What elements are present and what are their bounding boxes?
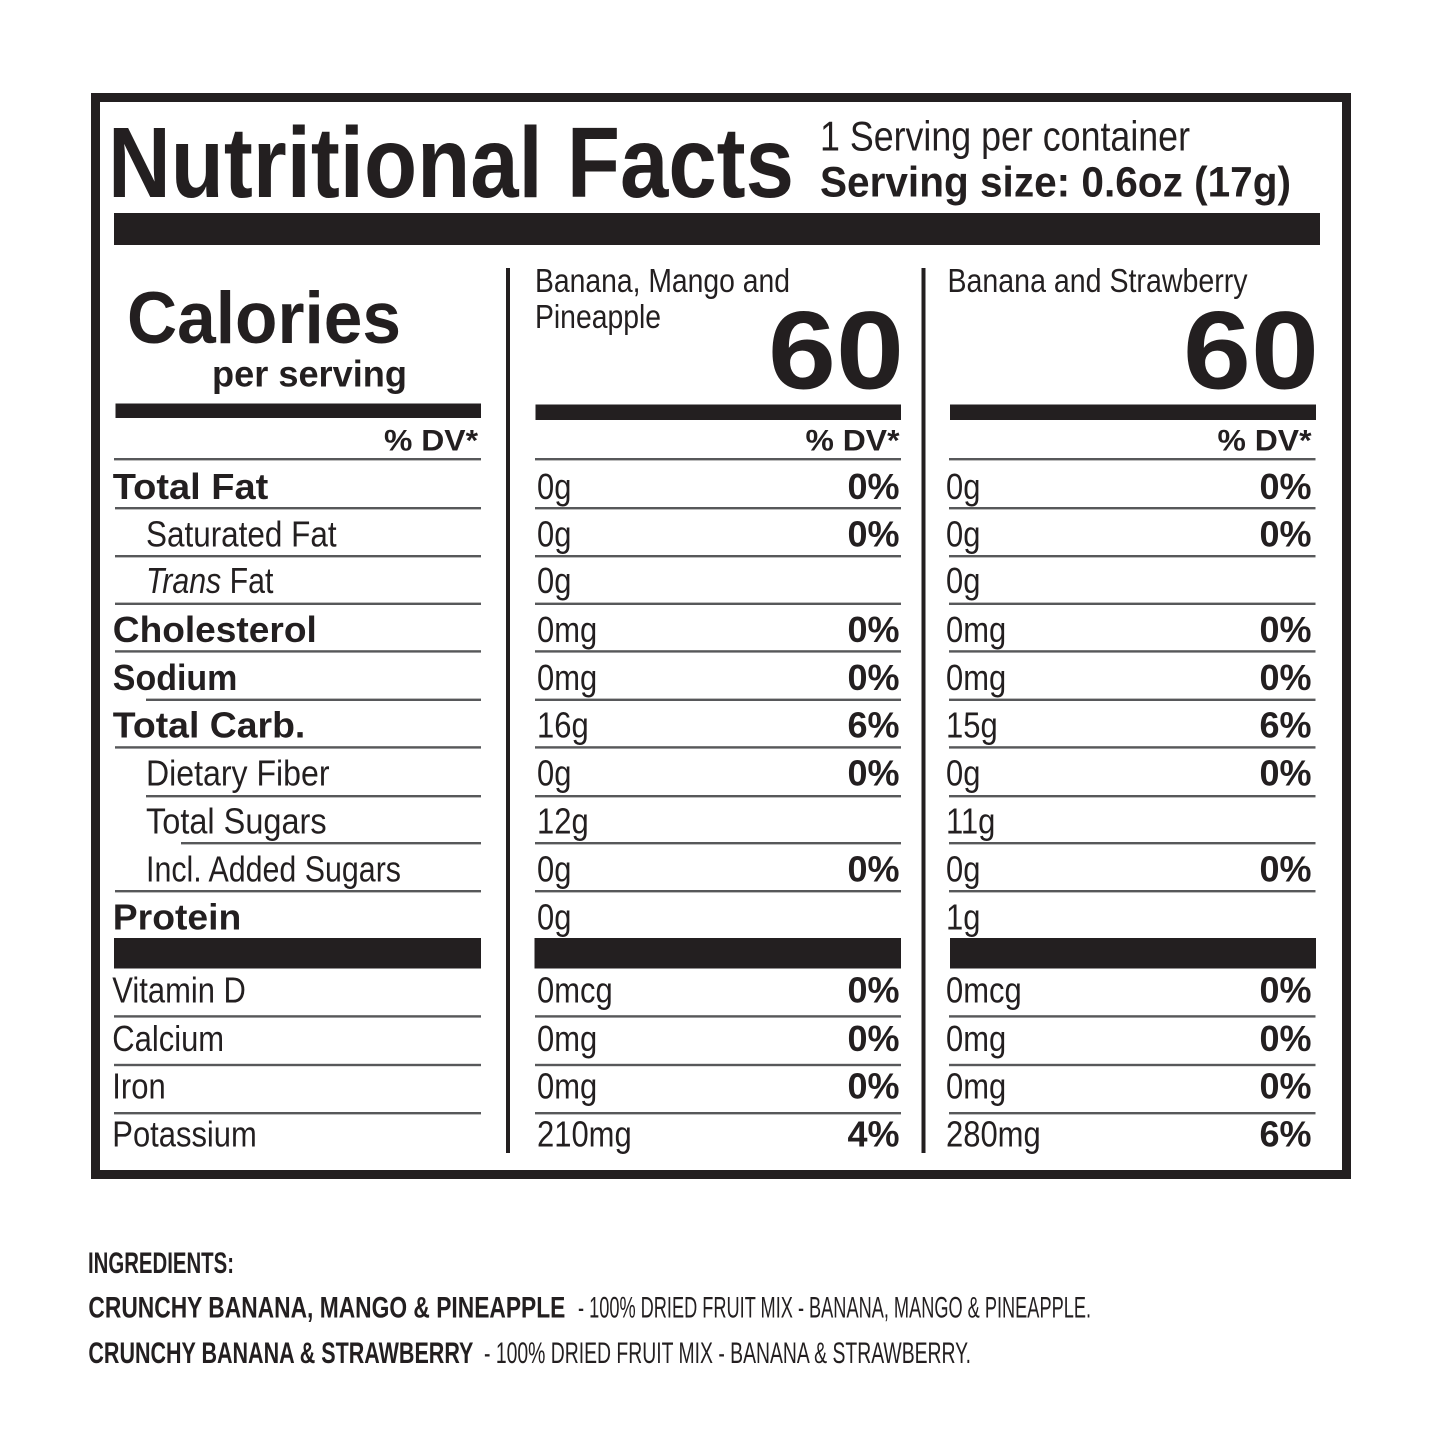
svg-text:0%: 0% — [1259, 1018, 1311, 1059]
svg-text:0g: 0g — [537, 560, 571, 601]
svg-text:0%: 0% — [1259, 753, 1311, 794]
svg-text:Total Fat: Total Fat — [113, 466, 269, 507]
svg-text:Calcium: Calcium — [112, 1018, 224, 1059]
svg-text:Trans Fat: Trans Fat — [146, 560, 273, 601]
svg-text:0mg: 0mg — [946, 1018, 1006, 1059]
svg-text:0mcg: 0mcg — [537, 970, 613, 1011]
svg-text:60: 60 — [1183, 289, 1319, 412]
svg-text:0g: 0g — [946, 560, 980, 601]
svg-text:Saturated Fat: Saturated Fat — [146, 514, 337, 555]
svg-text:Total Sugars: Total Sugars — [146, 801, 327, 842]
svg-text:60: 60 — [768, 289, 904, 412]
svg-text:Serving size: 0.6oz (17g): Serving size: 0.6oz (17g) — [820, 159, 1291, 206]
svg-text:Dietary Fiber: Dietary Fiber — [146, 753, 330, 794]
svg-text:Protein: Protein — [113, 897, 242, 938]
svg-text:INGREDIENTS:: INGREDIENTS: — [88, 1247, 234, 1280]
svg-text:0%: 0% — [847, 970, 899, 1011]
svg-text:0%: 0% — [847, 466, 899, 507]
svg-text:0%: 0% — [847, 849, 899, 890]
svg-text:per serving: per serving — [212, 354, 407, 395]
svg-text:0g: 0g — [946, 849, 980, 890]
svg-text:0%: 0% — [1259, 970, 1311, 1011]
svg-text:Banana and Strawberry: Banana and Strawberry — [948, 262, 1248, 299]
svg-text:0%: 0% — [847, 1018, 899, 1059]
svg-text:0%: 0% — [847, 1066, 899, 1107]
svg-text:0g: 0g — [537, 849, 571, 890]
svg-text:0%: 0% — [847, 657, 899, 698]
svg-text:Banana, Mango and: Banana, Mango and — [535, 262, 790, 299]
svg-text:Sodium: Sodium — [113, 657, 238, 698]
svg-text:0%: 0% — [847, 753, 899, 794]
svg-text:- 100% DRIED FRUIT MIX - BANAN: - 100% DRIED FRUIT MIX - BANANA, MANGO &… — [578, 1292, 1091, 1325]
svg-text:CRUNCHY BANANA, MANGO & PINEAP: CRUNCHY BANANA, MANGO & PINEAPPLE — [88, 1292, 565, 1325]
svg-text:12g: 12g — [537, 801, 589, 842]
svg-text:4%: 4% — [847, 1114, 899, 1155]
svg-text:0%: 0% — [847, 514, 899, 555]
svg-text:Potassium: Potassium — [112, 1114, 256, 1155]
svg-text:1g: 1g — [946, 897, 980, 938]
svg-text:0%: 0% — [1259, 657, 1311, 698]
svg-text:6%: 6% — [1259, 1114, 1311, 1155]
svg-text:0g: 0g — [946, 753, 980, 794]
svg-text:6%: 6% — [1259, 705, 1311, 746]
svg-text:0%: 0% — [847, 609, 899, 650]
svg-text:0g: 0g — [537, 753, 571, 794]
svg-text:0mg: 0mg — [537, 1018, 597, 1059]
svg-text:11g: 11g — [946, 801, 995, 842]
svg-text:0mg: 0mg — [537, 657, 597, 698]
svg-text:1 Serving per container: 1 Serving per container — [820, 113, 1190, 160]
svg-text:0%: 0% — [1259, 514, 1311, 555]
svg-text:0mg: 0mg — [946, 609, 1006, 650]
svg-text:Total Carb.: Total Carb. — [113, 705, 305, 746]
svg-text:CRUNCHY BANANA & STRAWBERRY: CRUNCHY BANANA & STRAWBERRY — [88, 1337, 473, 1370]
svg-text:Incl. Added Sugars: Incl. Added Sugars — [146, 849, 401, 890]
svg-text:0g: 0g — [946, 514, 980, 555]
svg-text:0%: 0% — [1259, 849, 1311, 890]
svg-text:0mg: 0mg — [537, 609, 597, 650]
svg-text:0%: 0% — [1259, 466, 1311, 507]
svg-text:Nutritional Facts: Nutritional Facts — [108, 107, 794, 219]
svg-text:0mg: 0mg — [946, 657, 1006, 698]
svg-text:6%: 6% — [847, 705, 899, 746]
svg-text:0%: 0% — [1259, 1066, 1311, 1107]
svg-text:Cholesterol: Cholesterol — [113, 609, 317, 650]
svg-text:0mg: 0mg — [537, 1066, 597, 1107]
svg-text:- 100% DRIED FRUIT MIX - BANAN: - 100% DRIED FRUIT MIX - BANANA & STRAWB… — [484, 1337, 971, 1370]
svg-text:0%: 0% — [1259, 609, 1311, 650]
svg-text:% DV*: % DV* — [1218, 425, 1312, 458]
svg-text:0g: 0g — [537, 897, 571, 938]
svg-text:% DV*: % DV* — [384, 425, 478, 458]
svg-text:0g: 0g — [537, 466, 571, 507]
svg-text:0g: 0g — [946, 466, 980, 507]
svg-text:Calories: Calories — [127, 278, 401, 359]
svg-text:280mg: 280mg — [946, 1114, 1041, 1155]
svg-text:0mcg: 0mcg — [946, 970, 1022, 1011]
svg-text:% DV*: % DV* — [806, 425, 900, 458]
svg-text:Pineapple: Pineapple — [535, 298, 661, 335]
svg-text:Vitamin D: Vitamin D — [112, 970, 246, 1011]
svg-text:0g: 0g — [537, 514, 571, 555]
svg-text:0mg: 0mg — [946, 1066, 1006, 1107]
svg-text:16g: 16g — [537, 705, 589, 746]
svg-text:210mg: 210mg — [537, 1114, 632, 1155]
svg-text:Iron: Iron — [112, 1066, 165, 1107]
svg-text:15g: 15g — [946, 705, 998, 746]
